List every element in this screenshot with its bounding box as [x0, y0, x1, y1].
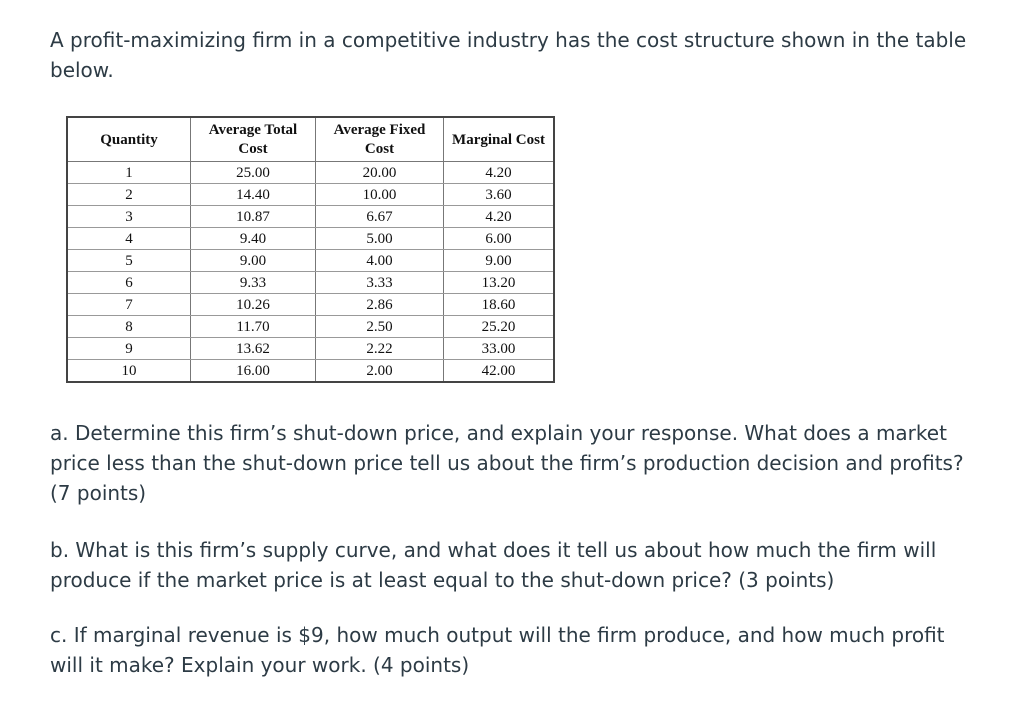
cell-marginal-cost: 42.00 — [443, 359, 554, 382]
table-row: 6 9.33 3.33 13.20 — [67, 271, 554, 294]
cell-average-fixed-cost: 10.00 — [315, 183, 444, 206]
header-marginal-cost: Marginal Cost — [443, 117, 554, 162]
cell-average-total-cost: 11.70 — [190, 315, 316, 338]
cell-marginal-cost: 25.20 — [443, 315, 554, 338]
cell-marginal-cost: 9.00 — [443, 249, 554, 272]
cell-marginal-cost: 3.60 — [443, 183, 554, 206]
table-row: 4 9.40 5.00 6.00 — [67, 227, 554, 250]
cell-marginal-cost: 4.20 — [443, 161, 554, 184]
cost-structure-table: Quantity Average Total Cost Average Fixe… — [66, 116, 555, 383]
cell-average-total-cost: 9.33 — [190, 271, 316, 294]
cell-average-total-cost: 13.62 — [190, 337, 316, 360]
cell-average-fixed-cost: 20.00 — [315, 161, 444, 184]
cell-quantity: 6 — [67, 271, 191, 294]
cell-marginal-cost: 33.00 — [443, 337, 554, 360]
cell-marginal-cost: 4.20 — [443, 205, 554, 228]
cell-average-total-cost: 10.87 — [190, 205, 316, 228]
cell-quantity: 1 — [67, 161, 191, 184]
cell-average-fixed-cost: 2.22 — [315, 337, 444, 360]
cell-marginal-cost: 18.60 — [443, 293, 554, 316]
question-c: c. If marginal revenue is $9, how much o… — [50, 623, 945, 677]
question-b: b. What is this firm’s supply curve, and… — [50, 538, 937, 592]
cell-average-fixed-cost: 2.86 — [315, 293, 444, 316]
cell-average-fixed-cost: 3.33 — [315, 271, 444, 294]
cell-quantity: 2 — [67, 183, 191, 206]
cell-quantity: 10 — [121, 362, 137, 379]
table-row: 5 9.00 4.00 9.00 — [67, 249, 554, 272]
cell-average-total-cost: 14.40 — [190, 183, 316, 206]
cell-average-fixed-cost: 2.00 — [315, 359, 444, 382]
table-row: 3 10.87 6.67 4.20 — [67, 205, 554, 228]
cell-marginal-cost: 13.20 — [443, 271, 554, 294]
cell-average-total-cost: 9.00 — [190, 249, 316, 272]
cell-quantity: 8 — [67, 315, 191, 338]
intro-paragraph: A profit-maximizing firm in a competitiv… — [50, 28, 967, 82]
cell-average-fixed-cost: 6.67 — [315, 205, 444, 228]
question-a: a. Determine this firm’s shut-down price… — [50, 421, 964, 505]
table-header: Quantity Average Total Cost Average Fixe… — [67, 117, 554, 162]
table-row: 2 14.40 10.00 3.60 — [67, 183, 554, 206]
table-row: 8 11.70 2.50 25.20 — [67, 315, 554, 338]
cell-quantity: 5 — [67, 249, 191, 272]
cell-quantity: 3 — [67, 205, 191, 228]
table-row: 7 10.26 2.86 18.60 — [67, 293, 554, 316]
header-quantity: Quantity — [67, 117, 191, 162]
cell-average-total-cost: 25.00 — [190, 161, 316, 184]
cell-quantity: 4 — [67, 227, 191, 250]
header-average-total-cost: Average Total Cost — [190, 117, 316, 162]
table-row: 10 16.00 2.00 42.00 — [67, 359, 554, 382]
table-row: 9 13.62 2.22 33.00 — [67, 337, 554, 360]
cell-marginal-cost: 6.00 — [443, 227, 554, 250]
cell-quantity: 9 — [67, 337, 191, 360]
cell-quantity: 7 — [67, 293, 191, 316]
table-body: 1 25.00 20.00 4.20 2 14.40 10.00 3.60 3 10.87 6.67… — [67, 161, 554, 382]
cell-average-fixed-cost: 2.50 — [315, 315, 444, 338]
header-average-fixed-cost: Average Fixed Cost — [315, 117, 444, 162]
cell-average-total-cost: 10.26 — [190, 293, 316, 316]
cell-average-total-cost: 16.00 — [190, 359, 316, 382]
table-header-row: Quantity Average Total Cost Average Fixe… — [67, 117, 554, 162]
cell-average-fixed-cost: 4.00 — [315, 249, 444, 272]
table-row: 1 25.00 20.00 4.20 — [67, 161, 554, 184]
cell-average-fixed-cost: 5.00 — [315, 227, 444, 250]
cell-average-total-cost: 9.40 — [190, 227, 316, 250]
